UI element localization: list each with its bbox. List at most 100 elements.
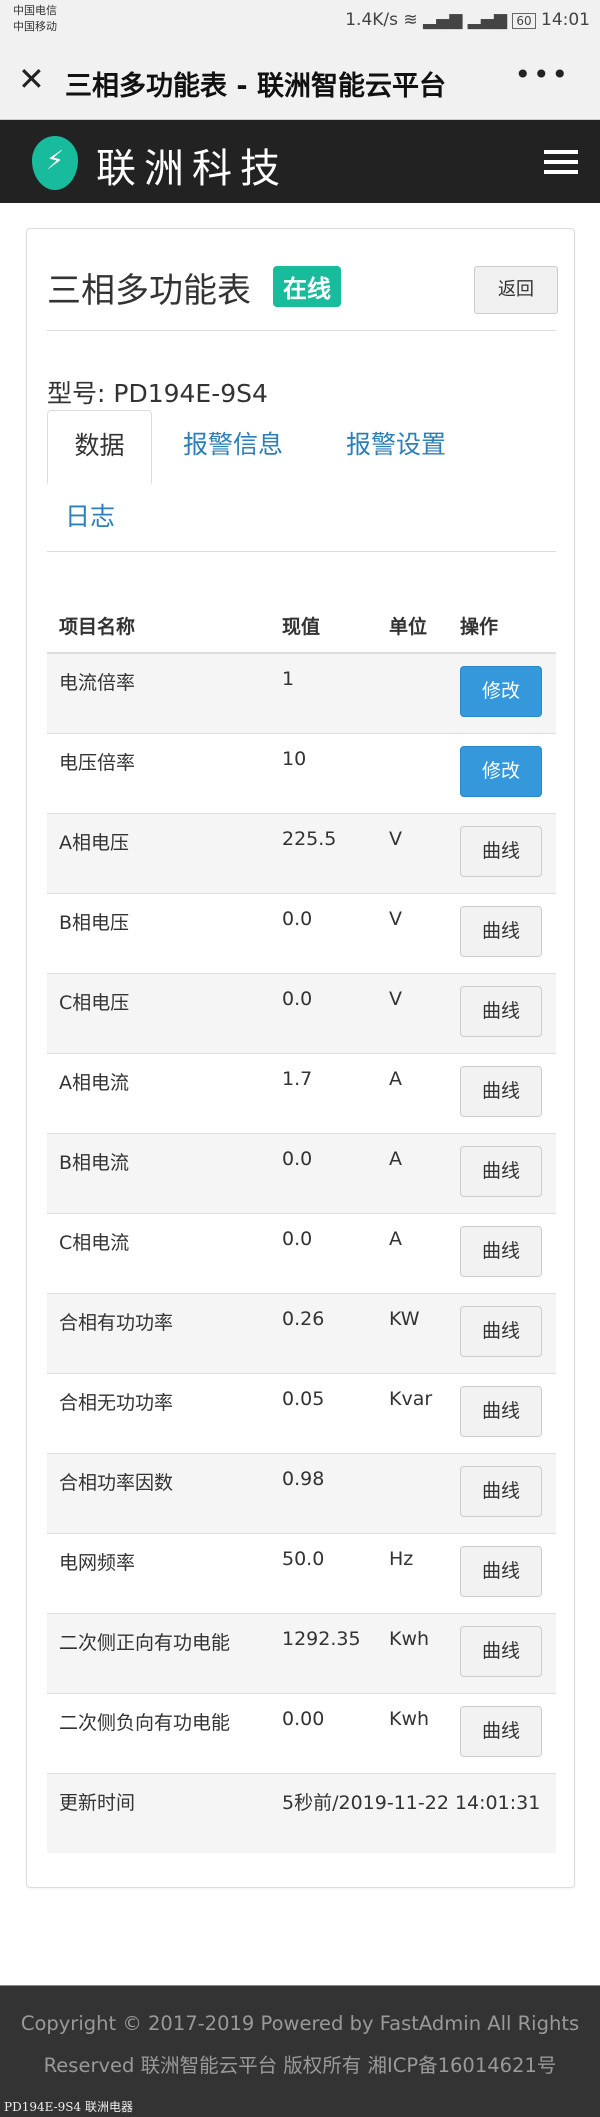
footer: Copyright © 2017-2019 Powered by FastAdm… [0,1985,600,2117]
item-name: 合相无功功率 [47,1372,270,1453]
action-cell: 曲线 [448,1452,556,1533]
table-row: B相电流 0.0 A 曲线 [47,1132,556,1213]
curve-button[interactable]: 曲线 [460,1145,542,1197]
status-bar: 中国电信 中国移动 1.4K/s ≋ ▂▄▆ ▂▄▆ 60 14:01 [0,0,600,42]
item-name: 电流倍率 [47,652,270,733]
tab-alarm-settings[interactable]: 报警设置 [346,430,447,459]
curve-button[interactable]: 曲线 [460,905,542,957]
table-row: 电压倍率 10 修改 [47,732,556,813]
item-unit: V [377,892,448,973]
col-action: 操作 [448,599,556,654]
more-icon[interactable]: ••• [514,58,570,91]
update-value: 5秒前/2019-11-22 14:01:31 [270,1772,556,1853]
close-icon[interactable]: ✕ [18,60,45,98]
carrier-1: 中国电信 [13,4,57,17]
table-row: B相电压 0.0 V 曲线 [47,892,556,973]
navbar: ⚡ 联洲科技 [0,120,600,203]
battery: 60 [512,13,536,29]
col-unit: 单位 [377,599,448,654]
data-table: 项目名称 现值 单位 操作 电流倍率 1 修改 电压倍率 10 修改 A相电压 22… [47,599,556,1853]
table-row: 电流倍率 1 修改 [47,652,556,733]
item-value: 50.0 [270,1532,377,1613]
curve-button[interactable]: 曲线 [460,1705,542,1757]
item-unit: A [377,1132,448,1213]
curve-button[interactable]: 曲线 [460,1385,542,1437]
action-cell: 曲线 [448,1612,556,1693]
item-unit: Kvar [377,1372,448,1453]
edit-button[interactable]: 修改 [460,666,542,717]
copyright-line-1: Copyright © 2017-2019 Powered by FastAdm… [20,2012,580,2035]
action-cell: 曲线 [448,812,556,893]
model-label: 型号: PD194E-9S4 [47,379,268,408]
item-name: 二次侧负向有功电能 [47,1692,270,1773]
curve-button[interactable]: 曲线 [460,1225,542,1277]
item-value: 0.26 [270,1292,377,1373]
watermark: PD194E-9S4 联洲电器 [4,2100,133,2114]
item-name: B相电压 [47,892,270,973]
curve-button[interactable]: 曲线 [460,1065,542,1117]
item-value: 1 [270,652,377,733]
item-unit [377,1452,448,1533]
update-label: 更新时间 [47,1772,270,1853]
browser-titlebar: ✕ 三相多功能表 - 联洲智能云平台 ••• [0,42,600,120]
item-unit: KW [377,1292,448,1373]
curve-button[interactable]: 曲线 [460,1305,542,1357]
table-row: 合相功率因数 0.98 曲线 [47,1452,556,1533]
action-cell: 曲线 [448,1372,556,1453]
item-name: C相电流 [47,1212,270,1293]
table-row: 合相无功功率 0.05 Kvar 曲线 [47,1372,556,1453]
table-row: C相电流 0.0 A 曲线 [47,1212,556,1293]
table-row: C相电压 0.0 V 曲线 [47,972,556,1053]
action-cell: 曲线 [448,1052,556,1133]
table-row: 合相有功功率 0.26 KW 曲线 [47,1292,556,1373]
tab-alarm-info[interactable]: 报警信息 [183,430,284,459]
curve-button[interactable]: 曲线 [460,985,542,1037]
item-name: 合相有功功率 [47,1292,270,1373]
device-card: 三相多功能表 在线 返回 型号: PD194E-9S4 数据 报警信息 报警设置… [26,228,575,1888]
network-speed: 1.4K/s [345,10,398,30]
action-cell: 修改 [448,732,556,813]
clock: 14:01 [541,10,590,30]
browser-title: 三相多功能表 - 联洲智能云平台 [65,71,447,102]
item-unit: Hz [377,1532,448,1613]
item-value: 0.0 [270,892,377,973]
item-value: 1.7 [270,1052,377,1133]
item-unit: V [377,972,448,1053]
status-badge: 在线 [273,266,341,307]
curve-button[interactable]: 曲线 [460,1545,542,1597]
edit-button[interactable]: 修改 [460,745,542,797]
curve-button[interactable]: 曲线 [460,1625,542,1677]
copyright-line-2: Reserved 联洲智能云平台 版权所有 湘ICP备16014621号 [43,2054,557,2077]
action-cell: 曲线 [448,892,556,973]
item-value: 0.00 [270,1692,377,1773]
divider [47,551,556,552]
hamburger-icon[interactable] [544,150,578,174]
item-name: A相电流 [47,1052,270,1133]
tab-data[interactable]: 数据 [47,410,152,484]
page-title: 三相多功能表 [47,271,251,311]
curve-button[interactable]: 曲线 [460,825,542,877]
brand[interactable]: 联洲科技 [96,146,288,192]
item-value: 1292.35 [270,1612,377,1693]
item-value: 0.05 [270,1372,377,1453]
item-unit: A [377,1212,448,1293]
back-button[interactable]: 返回 [474,266,558,314]
item-value: 0.0 [270,1132,377,1213]
item-unit: Kwh [377,1612,448,1693]
item-value: 0.98 [270,1452,377,1533]
item-value: 0.0 [270,972,377,1053]
item-name: 合相功率因数 [47,1452,270,1533]
item-name: A相电压 [47,812,270,893]
table-row: 二次侧负向有功电能 0.00 Kwh 曲线 [47,1692,556,1773]
update-time-row: 更新时间 5秒前/2019-11-22 14:01:31 [47,1772,556,1853]
table-row: A相电流 1.7 A 曲线 [47,1052,556,1133]
tab-log[interactable]: 日志 [65,502,116,531]
item-name: B相电流 [47,1132,270,1213]
lightning-icon[interactable]: ⚡ [32,136,78,190]
item-name: 二次侧正向有功电能 [47,1612,270,1693]
item-name: 电网频率 [47,1532,270,1613]
curve-button[interactable]: 曲线 [460,1465,542,1517]
table-row: A相电压 225.5 V 曲线 [47,812,556,893]
item-value: 225.5 [270,812,377,893]
item-unit [377,652,448,733]
